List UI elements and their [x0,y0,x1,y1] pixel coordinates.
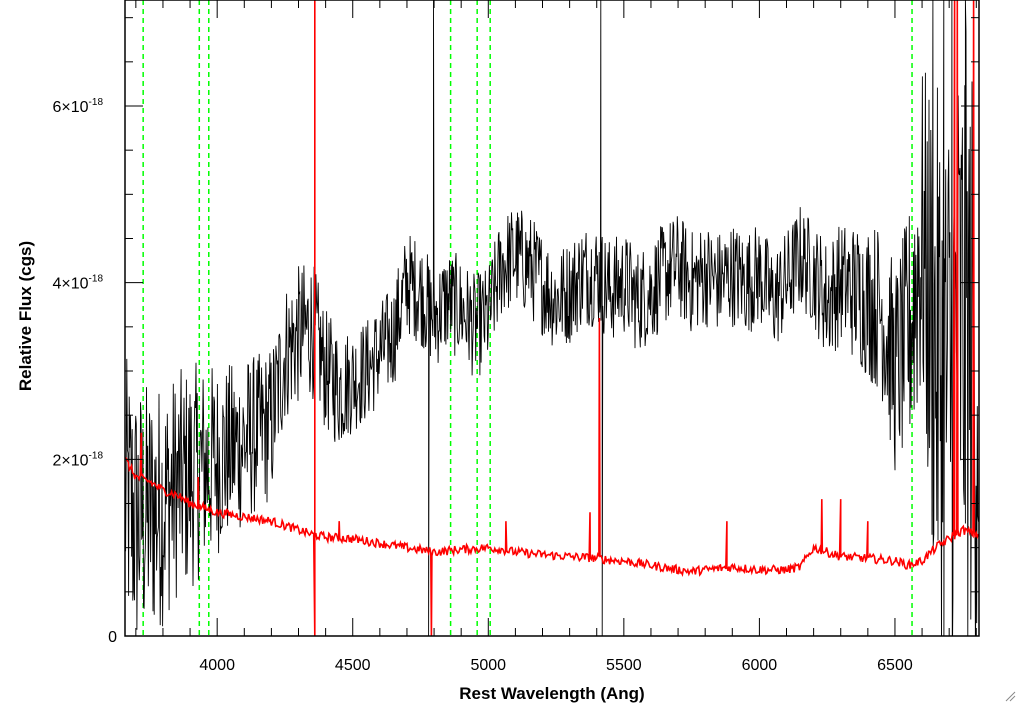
y-tick-label: 0 [108,629,117,646]
y-axis-ticks: 0 2×10-18 4×10-18 6×10-18 [53,17,979,646]
x-tick-label: 5000 [470,657,506,674]
x-tick-label: 6500 [877,657,913,674]
x-tick-label: 6000 [742,657,778,674]
x-tick-label: 5500 [606,657,642,674]
reference-lines [142,0,913,636]
resize-grip-icon[interactable] [1004,690,1016,702]
series-observed-spectrum [125,0,979,636]
y-tick-label: 2×10-18 [53,450,104,469]
plot-border [124,0,980,637]
x-axis-ticks: 4000 4500 5000 5500 6000 6500 [135,0,977,674]
series-layer [125,0,979,636]
y-tick-label: 6×10-18 [53,97,104,116]
x-axis-label: Rest Wavelength (Ang) [459,684,644,703]
y-axis-label: Relative Flux (cgs) [16,241,35,391]
plot-frame [124,0,980,637]
x-tick-label: 4500 [335,657,371,674]
x-tick-label: 4000 [199,657,235,674]
series-model-spectrum [125,0,979,636]
y-tick-label: 4×10-18 [53,274,104,293]
